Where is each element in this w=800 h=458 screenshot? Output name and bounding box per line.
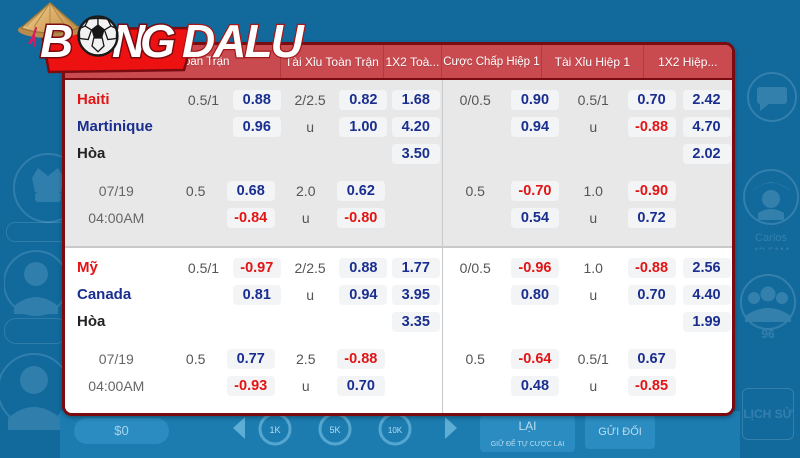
svg-text:Carlos: Carlos: [755, 232, 787, 244]
svg-text:43.51M: 43.51M: [753, 246, 790, 250]
svg-text:5K: 5K: [329, 425, 340, 435]
svg-text:10K: 10K: [388, 426, 403, 435]
svg-text:1K: 1K: [269, 425, 280, 435]
svg-text:96: 96: [761, 327, 775, 341]
